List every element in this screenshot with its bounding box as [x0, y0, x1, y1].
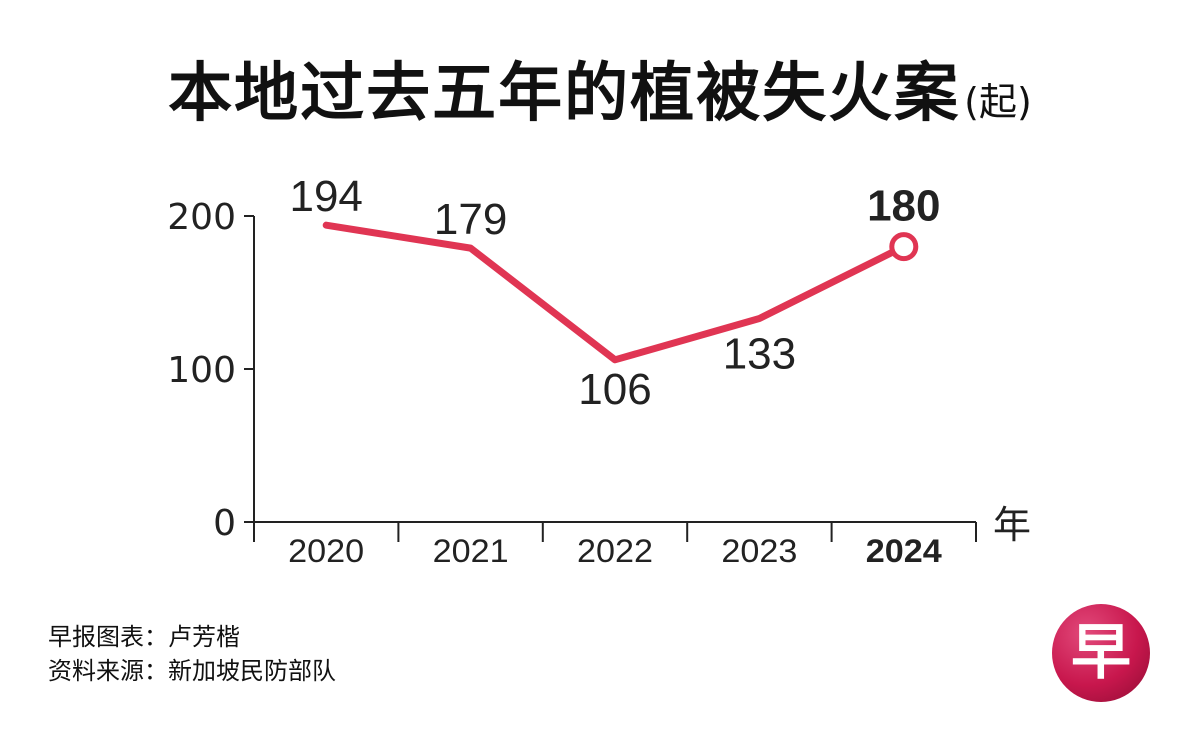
data-label: 180 — [867, 182, 940, 231]
data-label: 179 — [434, 195, 507, 244]
highlight-point — [889, 232, 919, 262]
y-tick-label: 0 — [213, 503, 236, 544]
data-label: 194 — [289, 172, 362, 221]
chart-credit: 早报图表：卢芳楷 — [48, 623, 240, 651]
x-tick-label: 2020 — [288, 533, 364, 569]
chart-title: 本地过去五年的植被失火案 — [168, 57, 961, 131]
logo-char: 早 — [1071, 618, 1131, 688]
chart-title-row: 本地过去五年的植被失火案 (起) — [0, 42, 1200, 134]
x-tick-label: 2022 — [577, 533, 653, 569]
credits: 早报图表：卢芳楷 资料来源：新加坡民防部队 — [48, 620, 336, 688]
series-line — [322, 221, 908, 364]
chart-title-unit: (起) — [964, 80, 1032, 124]
x-tick-label: 2021 — [433, 533, 509, 569]
source-credit: 资料来源：新加坡民防部队 — [48, 657, 336, 685]
zaobao-logo: 早 — [1052, 604, 1150, 702]
x-tick-label: 2024 — [866, 533, 942, 569]
y-tick-label: 100 — [167, 350, 236, 391]
x-axis-title: 年 — [993, 503, 1031, 547]
y-tick-label: 200 — [167, 197, 236, 238]
data-label: 106 — [578, 365, 651, 414]
data-label: 133 — [723, 330, 796, 379]
x-tick-label: 2023 — [721, 533, 797, 569]
